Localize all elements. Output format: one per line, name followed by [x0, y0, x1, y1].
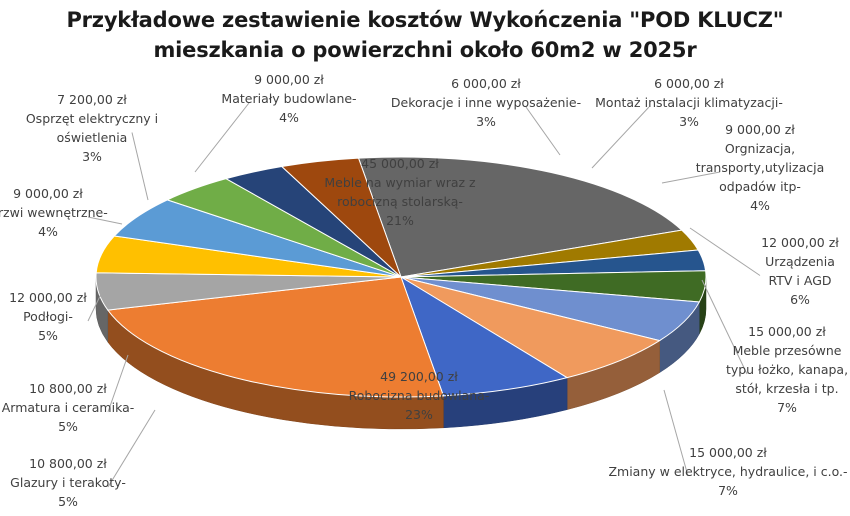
slice-label-10-line-2: 5%: [38, 328, 58, 343]
leader-line-11: [87, 216, 123, 225]
slice-label-13: 9 000,00 zł Materiały budowlane- 4%: [221, 72, 356, 125]
slice-label-6-line-1: Zmiany w elektryce, hydraulice, i c.o.-: [608, 464, 847, 479]
leader-line-4: [689, 227, 761, 276]
slice-label-9: 10 800,00 zł Armatura i ceramika- 5%: [2, 381, 135, 434]
slice-label-2-line-2: 3%: [679, 114, 699, 129]
slice-label-1: 6 000,00 zł Dekoracje i inne wyposażenie-…: [391, 76, 581, 129]
slice-label-4-line-2: RTV i AGD: [768, 273, 831, 288]
slice-label-11: 9 000,00 zł Drzwi wewnętrzne- 4%: [0, 186, 108, 239]
slice-label-9-line-0: 10 800,00 zł: [29, 381, 107, 396]
slice-label-6-line-0: 15 000,00 zł: [689, 445, 767, 460]
pie-slice-7: [106, 276, 445, 398]
slice-label-1-line-0: 6 000,00 zł: [451, 76, 521, 91]
chart-title-line-1: Przykładowe zestawienie kosztów Wykończe…: [66, 8, 784, 32]
pie-slice-0: [357, 156, 683, 278]
slice-label-5-line-4: 7%: [777, 400, 797, 415]
slice-label-4-line-1: Urządzenia: [765, 254, 835, 269]
slice-label-7-line-2: 23%: [405, 407, 433, 422]
leader-line-13: [194, 102, 250, 173]
slice-label-8: 10 800,00 zł Glazury i terakoty- 5%: [10, 456, 126, 509]
slice-label-8-line-2: 5%: [58, 494, 78, 509]
slice-label-11-line-0: 9 000,00 zł: [13, 186, 83, 201]
slice-label-2: 6 000,00 zł Montaż instalacji klimatyzacj…: [595, 76, 783, 129]
slice-label-2-line-0: 6 000,00 zł: [654, 76, 724, 91]
slice-label-13-line-2: 4%: [279, 110, 299, 125]
slice-label-10-line-0: 12 000,00 zł: [9, 290, 87, 305]
leader-line-2: [591, 106, 650, 169]
slice-label-6: 15 000,00 zł Zmiany w elektryce, hydrauli…: [608, 445, 847, 498]
slice-label-11-line-2: 4%: [38, 224, 58, 239]
chart-title-line-2: mieszkania o powierzchni około 60m2 w 20…: [153, 38, 697, 62]
slice-label-12-line-2: oświetlenia: [57, 130, 128, 145]
slice-label-10: 12 000,00 zł Podłogi- 5%: [9, 290, 87, 343]
slice-label-0-line-3: 21%: [386, 213, 414, 228]
pie-slice-5: [400, 276, 661, 379]
slice-label-12-line-3: 3%: [82, 149, 102, 164]
pie-tops: [95, 156, 707, 398]
slice-label-9-line-1: Armatura i ceramika-: [2, 400, 135, 415]
slice-label-12: 7 200,00 zł Osprzęt elektryczny i oświetle…: [26, 92, 158, 164]
slice-label-3-line-4: 4%: [750, 198, 770, 213]
slice-label-8-line-1: Glazury i terakoty-: [10, 475, 126, 490]
slice-label-6-line-2: 7%: [718, 483, 738, 498]
slice-label-0-line-2: robocizną stolarską-: [337, 194, 463, 209]
leader-line-8: [107, 409, 156, 488]
slice-label-0-line-0: 45 000,00 zł: [361, 156, 439, 171]
slice-label-5-line-0: 15 000,00 zł: [748, 324, 826, 339]
slice-label-9-line-2: 5%: [58, 419, 78, 434]
slice-label-5-line-3: stół, krzesła i tp.: [735, 381, 838, 396]
slice-label-0: 45 000,00 zł Meble na wymiar wraz z roboci…: [324, 156, 476, 228]
slice-label-4-line-0: 12 000,00 zł: [761, 235, 839, 250]
slice-label-3-line-0: 9 000,00 zł: [725, 122, 795, 137]
slice-label-5: 15 000,00 zł Meble przesówne typu łożko, k…: [726, 324, 848, 415]
slice-label-4-line-3: 6%: [790, 292, 810, 307]
slice-label-3-line-3: odpadów itp-: [719, 179, 801, 194]
slice-label-10-line-1: Podłogi-: [23, 309, 73, 324]
leader-line-6: [663, 389, 689, 477]
slice-label-1-line-2: 3%: [476, 114, 496, 129]
leader-line-5: [701, 279, 748, 375]
leader-line-9: [107, 354, 129, 413]
slice-label-13-line-1: Materiały budowlane-: [221, 91, 356, 106]
slice-label-7-line-1: Robocizna budowlana-: [349, 388, 490, 403]
leader-line-10: [87, 289, 104, 322]
slice-label-7-line-0: 49 200,00 zł: [380, 369, 458, 384]
leader-line-3: [661, 171, 721, 184]
leader-line-1: [525, 106, 561, 156]
slice-label-5-line-2: typu łożko, kanapa,: [726, 362, 848, 377]
slice-label-12-line-1: Osprzęt elektryczny i: [26, 111, 158, 126]
slice-label-12-line-0: 7 200,00 zł: [57, 92, 127, 107]
slice-label-2-line-1: Montaż instalacji klimatyzacji-: [595, 95, 783, 110]
slice-label-3-line-1: Orgnizacja,: [725, 141, 795, 156]
slice-label-7: 49 200,00 zł Robocizna budowlana- 23%: [349, 369, 490, 422]
slice-label-4: 12 000,00 zł Urządzenia RTV i AGD 6%: [761, 235, 839, 307]
pie-slice-6: [400, 275, 569, 397]
slice-label-3: 9 000,00 zł Orgnizacja, transporty,utyliza…: [696, 122, 825, 213]
slice-labels: 45 000,00 zł Meble na wymiar wraz z roboci…: [0, 72, 848, 509]
pie-slice-13: [280, 157, 402, 278]
leader-line-12: [131, 132, 149, 201]
slice-label-0-line-1: Meble na wymiar wraz z: [324, 175, 476, 190]
slice-label-11-line-1: Drzwi wewnętrzne-: [0, 205, 108, 220]
slice-label-5-line-1: Meble przesówne: [733, 343, 842, 358]
slice-label-13-line-0: 9 000,00 zł: [254, 72, 324, 87]
slice-label-8-line-0: 10 800,00 zł: [29, 456, 107, 471]
leader-lines: [87, 102, 761, 488]
slice-label-1-line-1: Dekoracje i inne wyposażenie-: [391, 95, 581, 110]
slice-label-3-line-2: transporty,utylizacja: [696, 160, 825, 175]
